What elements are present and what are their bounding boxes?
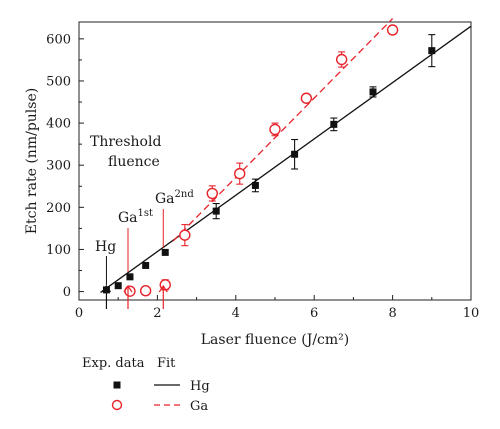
hg-data-point	[161, 248, 169, 256]
hg-threshold-label: Hg	[95, 239, 116, 255]
x-tick-label: 10	[463, 306, 480, 321]
ga-data-point	[179, 229, 191, 241]
x-tick-label: 8	[388, 306, 396, 321]
y-tick-label: 100	[46, 243, 71, 258]
threshold-label-line2: fluence	[108, 154, 160, 170]
y-tick-label: 600	[46, 32, 71, 47]
ga-data-point	[335, 53, 348, 66]
hg-data-point	[212, 207, 220, 215]
fit-lines	[100, 18, 472, 293]
x-axis-label: Laser fluence (J/cm²)	[201, 332, 349, 348]
ga2-threshold-label: Ga2nd	[155, 189, 194, 207]
legend-header-fit: Fit	[157, 356, 176, 371]
ga-data-point	[234, 167, 246, 180]
threshold-arrowhead-ga2nd	[158, 284, 168, 293]
ga1-threshold-label: Ga1st	[118, 208, 153, 226]
legend-hg-label: Hg	[190, 379, 210, 394]
ga-data-point	[206, 187, 218, 200]
legend-hg-marker	[113, 381, 121, 389]
y-tick-label: 300	[46, 159, 71, 174]
y-tick-label: 400	[46, 117, 71, 132]
legend-ga-marker	[111, 399, 123, 411]
chart-legend: Exp. data Fit Hg Ga	[82, 356, 210, 414]
ga-data-point	[139, 285, 152, 297]
x-tick-label: 2	[153, 306, 161, 321]
y-axis-label: Etch rate (nm/pulse)	[24, 88, 40, 234]
hg-data-point	[114, 282, 122, 290]
x-tick-label: 0	[75, 306, 83, 321]
y-tick-label: 200	[46, 201, 71, 216]
hg-data-point	[251, 181, 259, 189]
threshold-arrowhead-ga1st	[123, 284, 133, 293]
ga-data-point	[269, 123, 281, 136]
fit-line-ga	[172, 18, 394, 242]
y-tick-label: 0	[63, 285, 71, 300]
ga-data-point	[300, 92, 313, 104]
hg-data-point	[291, 150, 299, 158]
x-tick-label: 4	[232, 306, 240, 321]
legend-ga-label: Ga	[190, 399, 208, 414]
y-tick-label: 500	[46, 74, 71, 89]
hg-data-point	[142, 261, 150, 269]
legend-header-exp: Exp. data	[82, 356, 145, 371]
hg-data-point	[330, 120, 338, 128]
fit-line-hg	[100, 25, 472, 293]
hg-data-point	[126, 273, 134, 281]
hg-data-point	[369, 88, 377, 96]
threshold-label-line1: Threshold	[90, 134, 161, 150]
chart-annotations: Threshold fluence Hg Ga1st Ga2nd	[90, 134, 194, 309]
ga-data-point	[386, 24, 399, 36]
x-tick-label: 6	[310, 306, 318, 321]
hg-data-point	[428, 47, 436, 55]
threshold-arrowhead-hg	[101, 284, 111, 293]
